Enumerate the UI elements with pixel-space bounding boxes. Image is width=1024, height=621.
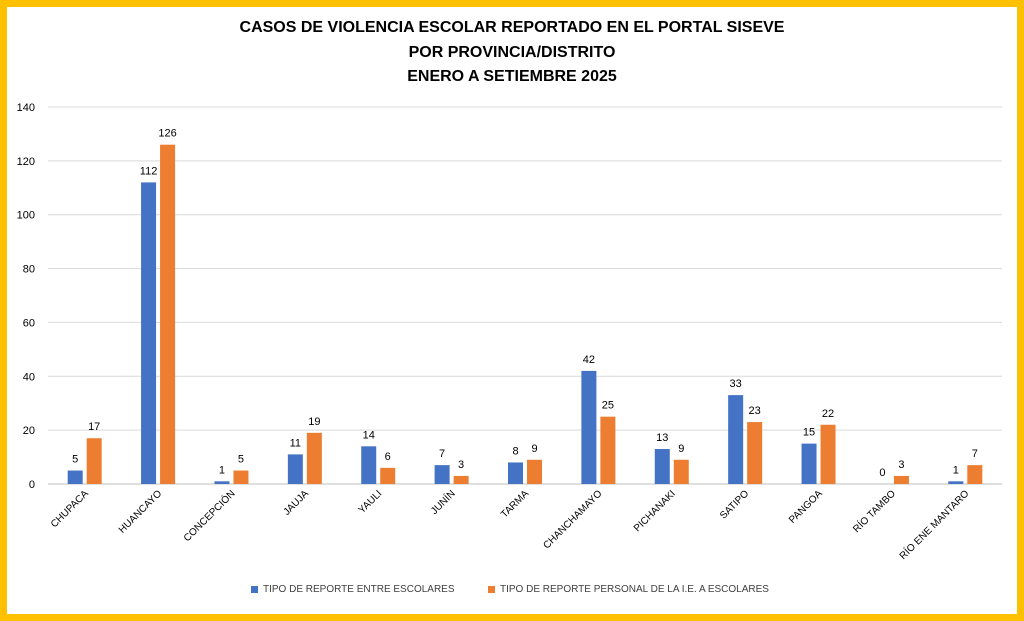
- bar-entre-escolares-2: [214, 481, 230, 484]
- bar-personal-ie-4: [380, 467, 396, 484]
- data-label: 3: [898, 459, 904, 471]
- data-label: 33: [730, 378, 742, 390]
- data-label: 5: [238, 454, 244, 466]
- x-tick-label: HUANCAYO: [117, 488, 164, 535]
- data-label: 3: [458, 459, 464, 471]
- bar-entre-escolares-8: [654, 448, 670, 484]
- bar-personal-ie-8: [673, 459, 689, 484]
- bar-personal-ie-7: [600, 416, 616, 484]
- bar-personal-ie-9: [747, 422, 763, 484]
- data-label: 14: [363, 429, 375, 441]
- legend-item-series-1: TIPO DE REPORTE ENTRE ESCOLARES: [251, 584, 455, 595]
- chart-title-line-3: ENERO A SETIEMBRE 2025: [407, 68, 617, 85]
- bar-entre-escolares-10: [801, 443, 817, 484]
- x-tick-label: JUNÍN: [428, 487, 458, 517]
- chart-frame: [7, 7, 1017, 614]
- bar-personal-ie-6: [527, 459, 542, 484]
- bar-personal-ie-5: [453, 475, 469, 484]
- bar-personal-ie-12: [967, 465, 983, 484]
- y-tick-label: 20: [23, 425, 35, 437]
- bar-entre-escolares-6: [508, 462, 523, 484]
- data-label: 5: [72, 454, 78, 466]
- bar-entre-escolares-12: [948, 481, 964, 484]
- x-tick-label: RÍO ENE MANTARO: [896, 487, 971, 562]
- data-label: 1: [219, 464, 225, 476]
- x-tick-label: CHANCHAMAYO: [541, 488, 604, 551]
- x-tick-label: CONCEPCIÓN: [180, 487, 237, 544]
- y-tick-label: 40: [23, 371, 35, 383]
- x-tick-label: YAULI: [357, 488, 385, 516]
- bar-entre-escolares-5: [434, 465, 450, 484]
- x-tick-label: RÍO TAMBO: [850, 487, 898, 535]
- data-label: 11: [290, 437, 301, 449]
- data-label: 7: [972, 448, 978, 460]
- bar-personal-ie-0: [86, 438, 102, 484]
- y-tick-label: 120: [17, 156, 35, 168]
- y-tick-label: 140: [17, 102, 35, 114]
- y-tick-label: 100: [17, 210, 35, 222]
- chart-title-line-1: CASOS DE VIOLENCIA ESCOLAR REPORTADO EN …: [239, 19, 785, 36]
- legend-label-series-2: TIPO DE REPORTE PERSONAL DE LA I.E. A ES…: [500, 584, 769, 595]
- y-tick-label: 80: [23, 264, 35, 276]
- chart-title-line-2: POR PROVINCIA/DISTRITO: [408, 44, 616, 61]
- bar-entre-escolares-9: [728, 395, 744, 484]
- bar-personal-ie-1: [160, 144, 176, 484]
- data-label: 42: [583, 354, 595, 366]
- data-label: 9: [531, 443, 537, 455]
- x-tick-label: PANGOA: [787, 488, 825, 526]
- bar-entre-escolares-3: [287, 454, 303, 484]
- x-tick-label: PICHANAKI: [632, 488, 678, 534]
- x-tick-label: SATIPO: [718, 488, 751, 521]
- data-label: 7: [439, 448, 445, 460]
- data-label: 6: [385, 451, 391, 463]
- data-label: 8: [512, 445, 518, 457]
- bar-entre-escolares-7: [581, 370, 597, 484]
- data-label: 17: [88, 421, 100, 433]
- data-label: 13: [656, 432, 668, 444]
- data-label: 112: [140, 165, 158, 177]
- legend-swatch-orange: [488, 586, 495, 593]
- bar-personal-ie-3: [306, 432, 322, 484]
- legend-label-series-1: TIPO DE REPORTE ENTRE ESCOLARES: [263, 584, 455, 595]
- x-tick-label: JAUJA: [282, 488, 312, 518]
- data-label: 0: [879, 467, 885, 479]
- x-tick-label: CHUPACA: [49, 488, 91, 530]
- legend-item-series-2: TIPO DE REPORTE PERSONAL DE LA I.E. A ES…: [488, 584, 769, 595]
- data-label: 9: [678, 443, 684, 455]
- bar-personal-ie-2: [233, 470, 249, 484]
- data-label: 19: [308, 416, 320, 428]
- x-tick-label: TARMA: [499, 488, 531, 520]
- bar-entre-escolares-0: [67, 470, 83, 484]
- y-tick-label: 0: [29, 479, 35, 491]
- data-label: 1: [953, 464, 959, 476]
- bar-entre-escolares-4: [361, 446, 377, 484]
- data-label: 23: [749, 405, 761, 417]
- legend-swatch-blue: [251, 586, 258, 593]
- data-label: 15: [803, 427, 815, 439]
- data-label: 25: [602, 400, 614, 412]
- data-label: 22: [822, 408, 834, 420]
- y-tick-label: 60: [23, 317, 35, 329]
- bar-personal-ie-10: [820, 424, 836, 484]
- bar-entre-escolares-1: [141, 182, 157, 484]
- bar-personal-ie-11: [893, 475, 909, 484]
- data-label: 126: [158, 128, 176, 140]
